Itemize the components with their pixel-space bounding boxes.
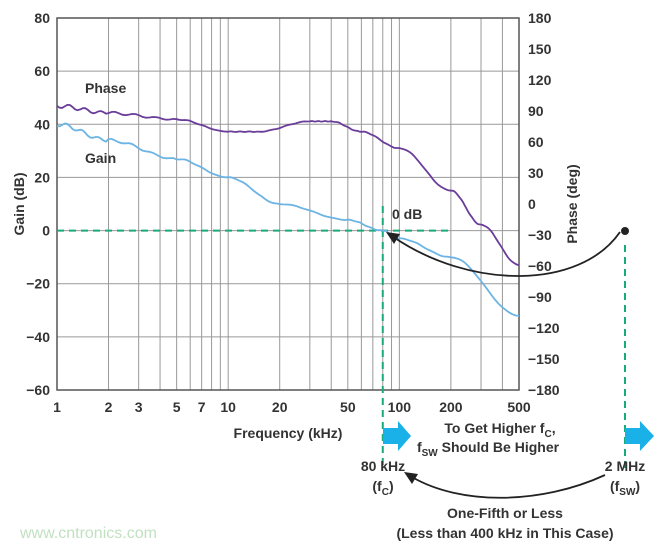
x-tick-label: 3 <box>135 399 143 415</box>
tick-labels: 1 2 3 5 7 10 20 50 100 200 500806040200−20−40−6018… <box>26 10 559 415</box>
y2-tick-label: 30 <box>528 165 544 181</box>
y-tick-label: 20 <box>34 169 50 185</box>
y2-axis-label: Phase (deg) <box>564 164 580 243</box>
series-label-phase: Phase <box>85 80 126 96</box>
x-tick-label: 500 <box>507 399 531 415</box>
x-tick-label: 2 <box>105 399 113 415</box>
y-tick-label: 40 <box>34 116 50 132</box>
fsw-value: 2 MHz <box>605 458 645 474</box>
y2-tick-label: −30 <box>528 227 552 243</box>
y-tick-label: −40 <box>26 329 50 345</box>
fc-arrow-curve <box>391 231 621 277</box>
x-tick-label: 100 <box>388 399 412 415</box>
y-axis-label: Gain (dB) <box>11 173 27 236</box>
x-tick-label: 7 <box>198 399 206 415</box>
x-axis-label: Frequency (kHz) <box>234 425 343 441</box>
ratio-arrowhead <box>404 472 418 484</box>
y2-tick-label: 60 <box>528 134 544 150</box>
fc-symbol: (fC) <box>372 478 393 498</box>
y-tick-label: −20 <box>26 276 50 292</box>
y2-tick-label: −60 <box>528 258 552 274</box>
annotations <box>383 227 654 499</box>
series-layer <box>56 103 626 470</box>
series-line-gain <box>56 122 520 317</box>
y-tick-label: 0 <box>42 223 50 239</box>
plot-frame <box>56 17 520 391</box>
fsw-symbol: (fSW) <box>610 478 640 498</box>
y2-tick-label: 0 <box>528 196 536 212</box>
watermark: www.cntronics.com <box>19 525 157 542</box>
fsw-dot <box>621 227 629 235</box>
y-tick-label: 60 <box>34 63 50 79</box>
x-tick-label: 200 <box>439 399 463 415</box>
y2-tick-label: −180 <box>528 382 560 398</box>
series-line-phase <box>56 103 520 266</box>
fc-arrowhead <box>386 232 400 244</box>
y2-tick-label: 150 <box>528 41 552 57</box>
y2-tick-label: −90 <box>528 289 552 305</box>
x-tick-label: 50 <box>340 399 356 415</box>
ratio-arrow-curve <box>411 474 606 499</box>
y2-tick-label: −120 <box>528 320 560 336</box>
fsw-right-arrow <box>625 421 654 451</box>
note-fsw-higher: fSW Should Be Higher <box>417 439 560 459</box>
y2-tick-label: 120 <box>528 72 552 88</box>
grid <box>56 17 520 391</box>
y-tick-label: 80 <box>34 10 50 26</box>
series-label-gain: Gain <box>85 150 116 166</box>
x-tick-label: 1 <box>53 399 61 415</box>
note-one-fifth: One-Fifth or Less <box>447 505 563 521</box>
note-less-than: (Less than 400 kHz in This Case) <box>396 525 613 541</box>
y2-tick-label: 90 <box>528 103 544 119</box>
x-tick-label: 5 <box>173 399 181 415</box>
fc-value: 80 kHz <box>361 458 405 474</box>
x-tick-label: 10 <box>220 399 236 415</box>
y2-tick-label: 180 <box>528 10 552 26</box>
y-tick-label: −60 <box>26 382 50 398</box>
y2-tick-label: −150 <box>528 351 560 367</box>
fc-right-arrow <box>383 421 411 451</box>
x-tick-label: 20 <box>272 399 288 415</box>
zero-db-label: 0 dB <box>392 206 422 222</box>
note-higher-fc: To Get Higher fC, <box>444 420 555 440</box>
